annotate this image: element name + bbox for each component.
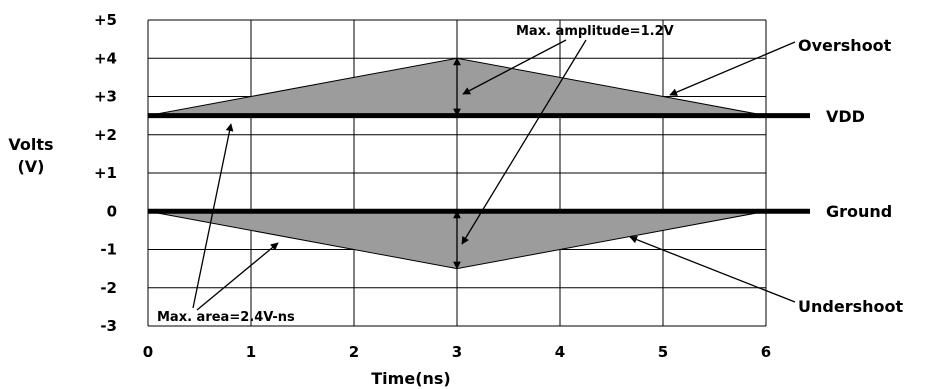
annotation-max-amplitude: Max. amplitude=1.2V: [516, 24, 674, 39]
x-tick-label: 6: [761, 343, 771, 361]
legend-overshoot: Overshoot: [798, 36, 892, 55]
x-tick-label: 2: [349, 343, 359, 361]
y-tick-label: +3: [94, 88, 117, 106]
annotation-arrows: [192, 39, 796, 311]
legend-undershoot: Undershoot: [798, 297, 903, 316]
y-tick-label: +2: [94, 126, 117, 144]
reference-lines: [148, 113, 810, 214]
y-tick-label: +4: [94, 49, 117, 67]
undershoot-pointer-arrow: [629, 235, 796, 303]
y-tick-label: -2: [100, 279, 117, 297]
x-axis-title: Time(ns): [371, 369, 450, 388]
x-tick-label: 1: [246, 343, 256, 361]
x-tick-label: 0: [143, 343, 153, 361]
y-tick-label: +5: [94, 11, 117, 29]
y-tick-label: -1: [100, 241, 117, 259]
max-area-arrow-lower: [196, 242, 279, 311]
y-tick-label: -3: [100, 317, 117, 335]
x-tick-label: 3: [452, 343, 462, 361]
tick-labels: +5 +4 +3 +2 +1 0 -1 -2 -3 0 1 2 3 4 5 6: [94, 11, 771, 361]
label-ground: Ground: [826, 202, 892, 221]
max-area-arrow-upper: [192, 123, 234, 309]
overshoot-pointer-arrow: [669, 41, 796, 96]
y-axis-title-line1: Volts: [8, 135, 53, 154]
max-amplitude-arrow-lower: [461, 39, 587, 245]
label-vdd: VDD: [826, 107, 865, 126]
annotation-max-area: Max. area=2.4V-ns: [157, 310, 295, 325]
x-tick-label: 4: [555, 343, 565, 361]
y-tick-label: +1: [94, 164, 117, 182]
max-amplitude-arrow-upper: [462, 39, 567, 95]
y-axis-title-line2: (V): [17, 157, 44, 176]
x-tick-label: 5: [658, 343, 668, 361]
y-tick-label: 0: [107, 202, 117, 220]
